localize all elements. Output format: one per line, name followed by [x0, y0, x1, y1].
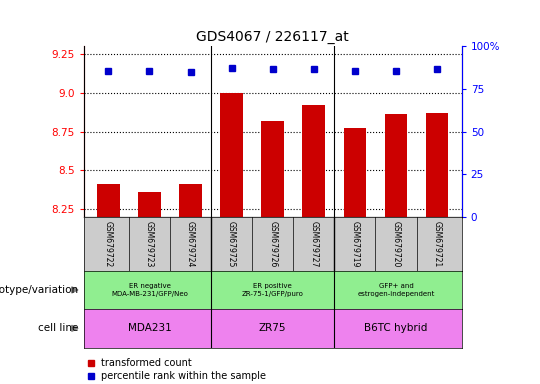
Text: GSM679725: GSM679725 — [227, 221, 236, 267]
Text: GSM679723: GSM679723 — [145, 221, 154, 267]
Text: GSM679727: GSM679727 — [309, 221, 318, 267]
Text: transformed count: transformed count — [101, 358, 192, 368]
Text: GFP+ and
estrogen-independent: GFP+ and estrogen-independent — [357, 283, 435, 297]
Text: GSM679724: GSM679724 — [186, 221, 195, 267]
Text: GSM679719: GSM679719 — [350, 221, 360, 267]
Bar — [97, 184, 120, 217]
Bar — [343, 128, 366, 217]
Bar — [138, 192, 161, 217]
Text: ER positive
ZR-75-1/GFP/puro: ER positive ZR-75-1/GFP/puro — [242, 283, 303, 297]
Bar — [220, 93, 243, 217]
Bar — [384, 114, 407, 217]
Bar — [179, 184, 202, 217]
Title: GDS4067 / 226117_at: GDS4067 / 226117_at — [197, 30, 349, 44]
Text: MDA231: MDA231 — [127, 323, 171, 333]
Bar — [426, 113, 448, 217]
Text: GSM679722: GSM679722 — [104, 221, 113, 267]
Text: percentile rank within the sample: percentile rank within the sample — [101, 371, 266, 381]
Text: genotype/variation: genotype/variation — [0, 285, 78, 295]
Text: cell line: cell line — [38, 323, 78, 333]
Text: B6TC hybrid: B6TC hybrid — [364, 323, 428, 333]
Text: ER negative
MDA-MB-231/GFP/Neo: ER negative MDA-MB-231/GFP/Neo — [111, 283, 188, 297]
Bar — [261, 121, 284, 217]
Text: GSM679726: GSM679726 — [268, 221, 277, 267]
Bar — [302, 105, 325, 217]
Text: GSM679720: GSM679720 — [392, 221, 401, 267]
Text: ZR75: ZR75 — [259, 323, 286, 333]
Text: GSM679721: GSM679721 — [433, 221, 442, 267]
